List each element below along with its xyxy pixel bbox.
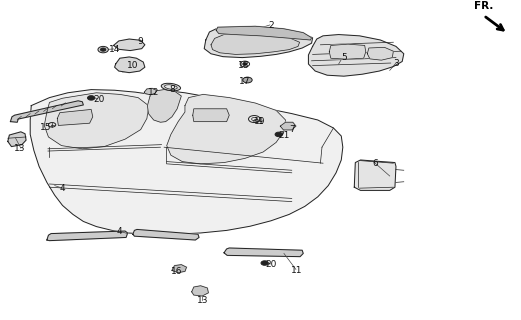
Polygon shape	[329, 44, 366, 59]
Text: 3: 3	[393, 60, 399, 68]
Polygon shape	[147, 90, 181, 122]
Text: 11: 11	[291, 266, 303, 275]
Polygon shape	[115, 57, 145, 73]
Text: 4: 4	[117, 228, 122, 236]
Circle shape	[275, 132, 282, 137]
Polygon shape	[172, 265, 187, 273]
Text: 4: 4	[60, 184, 65, 193]
Text: 13: 13	[14, 144, 26, 153]
Text: 20: 20	[93, 95, 105, 104]
Polygon shape	[211, 33, 300, 54]
Text: 19: 19	[254, 117, 265, 126]
Circle shape	[261, 261, 268, 265]
Text: 2: 2	[268, 21, 274, 30]
Text: 17: 17	[239, 77, 251, 86]
Text: 12: 12	[148, 88, 159, 97]
Polygon shape	[47, 231, 128, 241]
Polygon shape	[30, 90, 343, 234]
Text: 9: 9	[138, 37, 144, 46]
Polygon shape	[204, 27, 313, 58]
Circle shape	[101, 48, 106, 51]
Polygon shape	[144, 88, 156, 95]
Text: 13: 13	[197, 296, 209, 305]
Polygon shape	[114, 39, 145, 51]
Polygon shape	[8, 132, 26, 147]
Polygon shape	[367, 47, 393, 60]
Text: FR.: FR.	[474, 1, 493, 11]
Text: 5: 5	[341, 53, 347, 62]
Text: 6: 6	[372, 159, 378, 168]
Text: 20: 20	[265, 260, 277, 269]
Circle shape	[243, 77, 252, 83]
Polygon shape	[192, 286, 208, 296]
Text: 16: 16	[171, 268, 183, 276]
Text: 7: 7	[289, 125, 295, 134]
Text: 21: 21	[278, 131, 290, 140]
Polygon shape	[167, 94, 286, 164]
Text: 8: 8	[169, 85, 175, 94]
Circle shape	[88, 96, 95, 100]
Circle shape	[98, 46, 108, 53]
Polygon shape	[133, 229, 199, 240]
Polygon shape	[308, 35, 404, 76]
Polygon shape	[354, 160, 396, 190]
Text: 18: 18	[238, 61, 250, 70]
Text: 15: 15	[40, 124, 52, 132]
Polygon shape	[280, 122, 296, 130]
Polygon shape	[224, 248, 303, 257]
Text: 1: 1	[257, 117, 264, 126]
Text: 14: 14	[109, 45, 120, 54]
Polygon shape	[57, 109, 93, 125]
Polygon shape	[216, 26, 312, 40]
Polygon shape	[10, 101, 83, 122]
Circle shape	[243, 63, 247, 65]
Text: 10: 10	[127, 61, 139, 70]
Ellipse shape	[165, 85, 177, 89]
Ellipse shape	[161, 83, 181, 91]
Polygon shape	[193, 109, 229, 122]
Polygon shape	[44, 93, 148, 149]
